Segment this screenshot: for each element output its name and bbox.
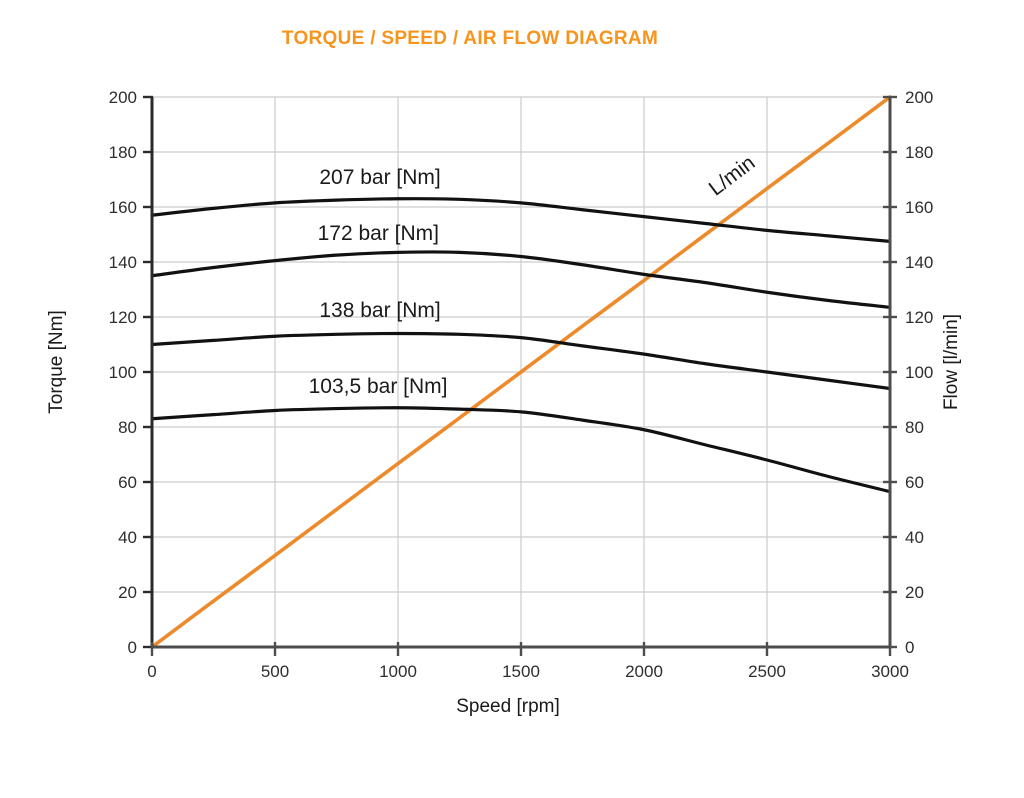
x-tick-label: 500	[261, 662, 289, 681]
curve-annotation: 103,5 bar [Nm]	[309, 375, 448, 398]
curve-138-bar-nm-	[150, 331, 892, 391]
x-tick-label: 2000	[625, 662, 663, 681]
y-tick-label-right: 80	[905, 418, 924, 437]
series-curves	[150, 95, 892, 649]
y-tick-label-right: 200	[905, 88, 933, 107]
y-tick-label-right: 120	[905, 308, 933, 327]
y-tick-label-left: 160	[109, 198, 137, 217]
y-tick-label-left: 0	[128, 638, 137, 657]
y-tick-label-left: 100	[109, 363, 137, 382]
x-tick-label: 3000	[871, 662, 909, 681]
curve-annotation: 207 bar [Nm]	[319, 166, 440, 189]
y-tick-label-right: 100	[905, 363, 933, 382]
y-tick-label-left: 140	[109, 253, 137, 272]
y-tick-label-right: 60	[905, 473, 924, 492]
x-axis-label: Speed [rpm]	[456, 696, 560, 717]
curve-annotation: 138 bar [Nm]	[319, 299, 440, 322]
y-axis-label-left: Torque [Nm]	[46, 310, 67, 413]
x-tick-label: 1000	[379, 662, 417, 681]
y-tick-label-left: 180	[109, 143, 137, 162]
tick-labels: 0204060801001201401601802000204060801001…	[109, 88, 934, 681]
y-tick-label-left: 20	[118, 583, 137, 602]
curve-annotation: 172 bar [Nm]	[318, 222, 439, 245]
curve-annotations: 207 bar [Nm] 172 bar [Nm] 138 bar [Nm] 103,…	[309, 151, 760, 398]
y-tick-label-right: 20	[905, 583, 924, 602]
y-tick-label-right: 180	[905, 143, 933, 162]
x-tick-label: 1500	[502, 662, 540, 681]
curve-l-min	[150, 95, 892, 649]
y-axis-label-right: Flow [l/min]	[941, 314, 962, 410]
curve-172-bar-nm-	[150, 250, 892, 309]
chart-title: TORQUE / SPEED / AIR FLOW DIAGRAM	[281, 28, 659, 49]
y-tick-label-left: 60	[118, 473, 137, 492]
y-tick-label-left: 200	[109, 88, 137, 107]
y-tick-label-left: 120	[109, 308, 137, 327]
x-tick-label: 0	[147, 662, 156, 681]
curve-207-bar-nm-	[150, 197, 892, 243]
curve-annotation: L/min	[705, 151, 760, 200]
y-tick-label-left: 40	[118, 528, 137, 547]
y-tick-label-right: 40	[905, 528, 924, 547]
curve-103-5-bar-nm-	[150, 406, 892, 494]
y-tick-label-right: 160	[905, 198, 933, 217]
x-tick-label: 2500	[748, 662, 786, 681]
y-tick-label-left: 80	[118, 418, 137, 437]
y-tick-label-right: 140	[905, 253, 933, 272]
y-tick-label-right: 0	[905, 638, 914, 657]
tick-marks	[143, 95, 897, 656]
